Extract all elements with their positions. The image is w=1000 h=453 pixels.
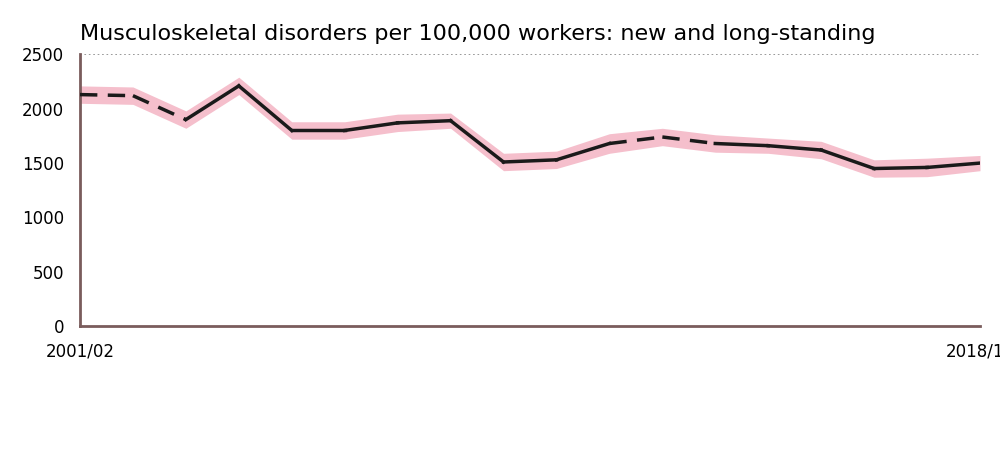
- Text: Musculoskeletal disorders per 100,000 workers: new and long-standing: Musculoskeletal disorders per 100,000 wo…: [80, 24, 876, 44]
